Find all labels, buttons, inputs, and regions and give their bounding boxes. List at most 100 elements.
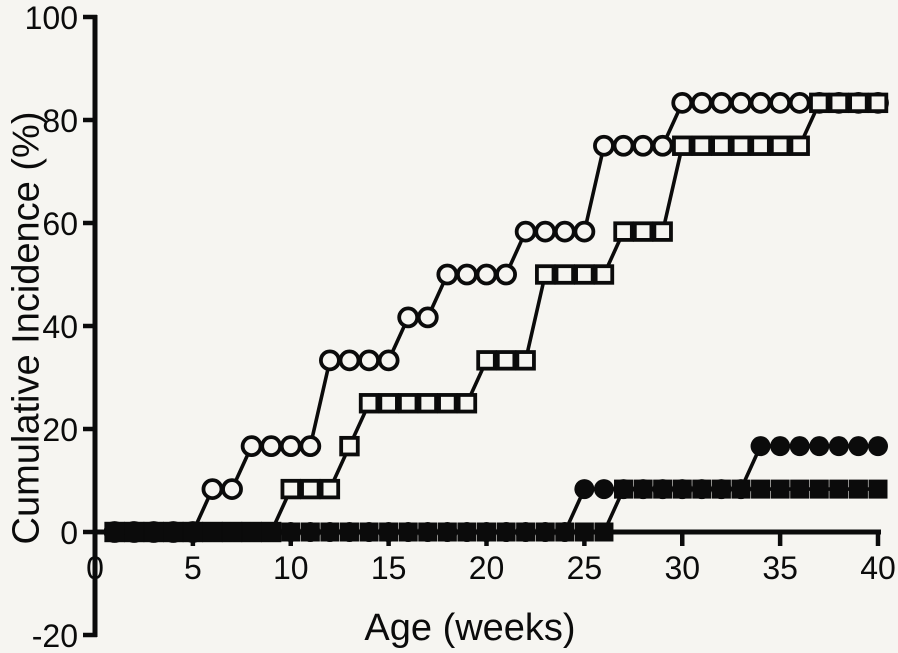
open-circle-marker xyxy=(749,91,772,114)
x-axis-title: Age (weeks) xyxy=(364,607,576,649)
filled-square-marker xyxy=(790,479,810,499)
open-circle-marker xyxy=(651,134,674,157)
filled-square-marker xyxy=(320,522,340,542)
open-square-marker xyxy=(848,92,869,114)
open-square-marker xyxy=(691,135,713,156)
filled-square-marker xyxy=(339,522,359,542)
open-circle-marker xyxy=(436,263,459,286)
filled-square-marker xyxy=(848,479,868,499)
open-square-marker xyxy=(730,135,752,156)
open-square-marker xyxy=(672,135,693,156)
filled-square-marker xyxy=(144,522,164,542)
filled-circle-marker xyxy=(593,479,614,500)
filled-circle-marker xyxy=(750,436,771,457)
filled-square-marker xyxy=(202,522,222,542)
open-squares-line xyxy=(101,101,887,534)
open-circle-marker xyxy=(221,478,243,501)
open-circle-marker xyxy=(397,306,420,329)
x-tick-label: 30 xyxy=(664,550,700,586)
open-square-marker xyxy=(593,264,615,285)
filled-square-marker xyxy=(359,522,379,542)
open-square-marker xyxy=(476,350,497,371)
y-tick-label: 60 xyxy=(42,206,78,242)
series-open-squares xyxy=(101,92,889,543)
filled-square-marker xyxy=(379,522,399,542)
series-filled-squares xyxy=(101,479,888,542)
filled-square-marker xyxy=(300,522,320,542)
open-square-marker xyxy=(300,478,321,500)
filled-square-marker xyxy=(477,522,496,542)
filled-circle-marker xyxy=(789,436,810,457)
filled-square-marker xyxy=(496,522,516,542)
open-square-marker xyxy=(554,264,576,285)
filled-circle-marker xyxy=(574,479,595,500)
filled-circle-marker xyxy=(828,436,849,457)
open-circle-marker xyxy=(690,91,713,114)
filled-square-marker xyxy=(672,479,692,499)
y-tick-label: 0 xyxy=(60,515,78,551)
open-square-marker xyxy=(789,135,810,156)
filled-square-marker xyxy=(261,522,281,542)
filled-square-marker xyxy=(281,522,301,542)
open-square-marker xyxy=(828,92,850,114)
x-tick-label: 15 xyxy=(371,550,407,586)
open-circle-marker xyxy=(260,435,283,458)
open-circle-marker xyxy=(788,91,811,114)
filled-square-marker xyxy=(163,522,183,542)
open-circle-marker xyxy=(416,306,439,329)
open-square-marker xyxy=(535,264,556,285)
filled-square-marker xyxy=(222,522,242,542)
open-square-marker xyxy=(750,135,771,156)
open-circle-marker xyxy=(377,349,400,372)
y-tick-label: 80 xyxy=(42,103,78,139)
open-square-marker xyxy=(867,92,889,114)
filled-square-marker xyxy=(437,522,457,542)
x-tick-label: 25 xyxy=(567,550,603,586)
open-circle-marker xyxy=(769,91,792,114)
x-tick-label: 40 xyxy=(860,550,896,586)
open-circle-marker xyxy=(573,220,596,243)
open-square-marker xyxy=(711,135,732,156)
open-circle-marker xyxy=(299,435,322,458)
filled-square-marker xyxy=(105,522,125,542)
open-circle-marker xyxy=(475,263,498,286)
open-circle-marker xyxy=(318,349,341,372)
open-circle-marker xyxy=(671,91,694,114)
filled-square-marker xyxy=(418,522,438,542)
open-circle-marker xyxy=(710,91,733,114)
y-tick-label: 100 xyxy=(25,0,78,36)
filled-square-marker xyxy=(183,522,203,542)
open-circles-line xyxy=(101,101,887,534)
open-square-marker xyxy=(613,221,634,242)
filled-circle-marker xyxy=(848,436,869,457)
filled-square-marker xyxy=(751,479,771,499)
open-circle-marker xyxy=(593,134,615,157)
y-tick-label: -20 xyxy=(32,618,78,653)
open-square-marker xyxy=(319,478,341,500)
open-circle-marker xyxy=(240,435,263,458)
filled-square-marker xyxy=(829,479,849,499)
filled-square-marker xyxy=(535,522,555,542)
filled-square-marker xyxy=(574,522,594,542)
filled-square-marker xyxy=(555,522,575,542)
open-square-marker xyxy=(378,393,399,414)
x-tick-label: 5 xyxy=(184,550,202,586)
filled-circle-marker xyxy=(770,436,791,457)
series-open-circles xyxy=(101,91,889,543)
filled-square-marker xyxy=(809,479,829,499)
open-square-marker xyxy=(456,393,478,414)
x-tick-label: 20 xyxy=(469,550,505,586)
y-tick-label: 40 xyxy=(42,309,78,345)
open-circle-marker xyxy=(632,134,654,157)
open-circle-marker xyxy=(534,220,557,243)
open-circle-marker xyxy=(495,263,517,286)
open-circle-marker xyxy=(456,263,478,286)
filled-square-marker xyxy=(594,522,614,542)
x-tick-label: 10 xyxy=(273,550,309,586)
filled-square-marker xyxy=(731,479,751,499)
x-tick-label: 0 xyxy=(86,550,104,586)
x-tick-label: 35 xyxy=(762,550,798,586)
open-square-marker xyxy=(495,350,517,371)
